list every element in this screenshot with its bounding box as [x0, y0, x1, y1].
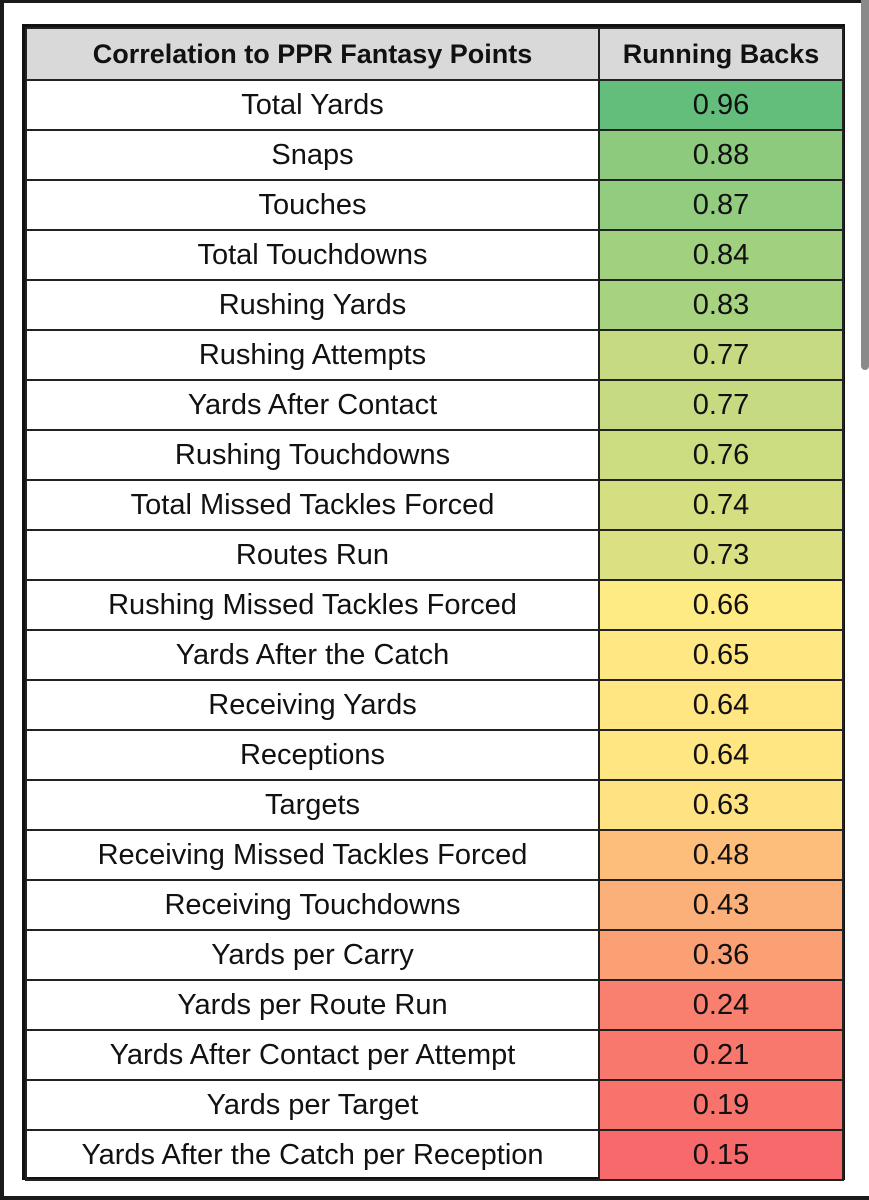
correlation-value-cell: 0.74 [598, 479, 844, 531]
table-row: Snaps 0.88 [25, 129, 844, 181]
metric-cell: Yards After the Catch per Reception [25, 1129, 600, 1181]
metric-cell: Receptions [25, 729, 600, 781]
metric-cell: Yards After the Catch [25, 629, 600, 681]
correlation-value-cell: 0.84 [598, 229, 844, 281]
table-row: Touches 0.87 [25, 179, 844, 231]
correlation-value-cell: 0.65 [598, 629, 844, 681]
metric-cell: Touches [25, 179, 600, 231]
correlation-value-cell: 0.64 [598, 679, 844, 731]
correlation-value-cell: 0.19 [598, 1079, 844, 1131]
table-row: Rushing Yards 0.83 [25, 279, 844, 331]
table-row: Yards per Carry 0.36 [25, 929, 844, 981]
table-row: Total Yards 0.96 [25, 79, 844, 131]
table-row: Targets 0.63 [25, 779, 844, 831]
table-body: Total Yards 0.96 Snaps 0.88 Touches 0.87 Total… [25, 79, 844, 1181]
correlation-value-cell: 0.36 [598, 929, 844, 981]
metric-cell: Yards After Contact [25, 379, 600, 431]
table-row: Total Missed Tackles Forced 0.74 [25, 479, 844, 531]
correlation-value-cell: 0.83 [598, 279, 844, 331]
metric-cell: Yards After Contact per Attempt [25, 1029, 600, 1081]
correlation-value-cell: 0.77 [598, 329, 844, 381]
metric-cell: Total Touchdowns [25, 229, 600, 281]
table-row: Routes Run 0.73 [25, 529, 844, 581]
table-row: Total Touchdowns 0.84 [25, 229, 844, 281]
table-row: Receiving Yards 0.64 [25, 679, 844, 731]
table-row: Rushing Touchdowns 0.76 [25, 429, 844, 481]
metric-cell: Rushing Missed Tackles Forced [25, 579, 600, 631]
screen-edge-bottom [0, 1196, 869, 1200]
metric-cell: Yards per Carry [25, 929, 600, 981]
correlation-value-cell: 0.43 [598, 879, 844, 931]
correlation-value-cell: 0.88 [598, 129, 844, 181]
table-row: Receiving Missed Tackles Forced 0.48 [25, 829, 844, 881]
table-row: Yards After Contact 0.77 [25, 379, 844, 431]
metric-cell: Rushing Touchdowns [25, 429, 600, 481]
table-row: Rushing Missed Tackles Forced 0.66 [25, 579, 844, 631]
table-row: Receptions 0.64 [25, 729, 844, 781]
correlation-value-cell: 0.48 [598, 829, 844, 881]
metric-cell: Total Missed Tackles Forced [25, 479, 600, 531]
metric-cell: Yards per Route Run [25, 979, 600, 1031]
screen-edge-top [0, 0, 869, 3]
correlation-value-cell: 0.24 [598, 979, 844, 1031]
metric-cell: Receiving Touchdowns [25, 879, 600, 931]
table-row: Rushing Attempts 0.77 [25, 329, 844, 381]
metric-cell: Routes Run [25, 529, 600, 581]
metric-column-header: Correlation to PPR Fantasy Points [25, 27, 600, 81]
metric-cell: Receiving Missed Tackles Forced [25, 829, 600, 881]
correlation-value-cell: 0.87 [598, 179, 844, 231]
metric-cell: Yards per Target [25, 1079, 600, 1131]
metric-cell: Total Yards [25, 79, 600, 131]
correlation-value-cell: 0.77 [598, 379, 844, 431]
correlation-value-cell: 0.63 [598, 779, 844, 831]
correlation-value-cell: 0.73 [598, 529, 844, 581]
header-row: Correlation to PPR Fantasy Points Runnin… [25, 27, 844, 81]
correlation-value-cell: 0.66 [598, 579, 844, 631]
metric-cell: Targets [25, 779, 600, 831]
running-backs-column-header: Running Backs [598, 27, 844, 81]
table-row: Receiving Touchdowns 0.43 [25, 879, 844, 931]
correlation-value-cell: 0.96 [598, 79, 844, 131]
correlation-value-cell: 0.64 [598, 729, 844, 781]
scrollbar-thumb[interactable] [861, 0, 869, 370]
table-row: Yards per Target 0.19 [25, 1079, 844, 1131]
metric-cell: Rushing Attempts [25, 329, 600, 381]
metric-cell: Receiving Yards [25, 679, 600, 731]
table-row: Yards per Route Run 0.24 [25, 979, 844, 1031]
table-row: Yards After the Catch 0.65 [25, 629, 844, 681]
metric-cell: Snaps [25, 129, 600, 181]
correlation-grid: Correlation to PPR Fantasy Points Runnin… [25, 27, 844, 1181]
correlation-table: Correlation to PPR Fantasy Points Runnin… [22, 24, 845, 1181]
table-row: Yards After Contact per Attempt 0.21 [25, 1029, 844, 1081]
metric-cell: Rushing Yards [25, 279, 600, 331]
correlation-value-cell: 0.21 [598, 1029, 844, 1081]
table-row: Yards After the Catch per Reception 0.15 [25, 1129, 844, 1181]
correlation-value-cell: 0.76 [598, 429, 844, 481]
correlation-value-cell: 0.15 [598, 1129, 844, 1181]
screen-edge-left [0, 0, 4, 1200]
